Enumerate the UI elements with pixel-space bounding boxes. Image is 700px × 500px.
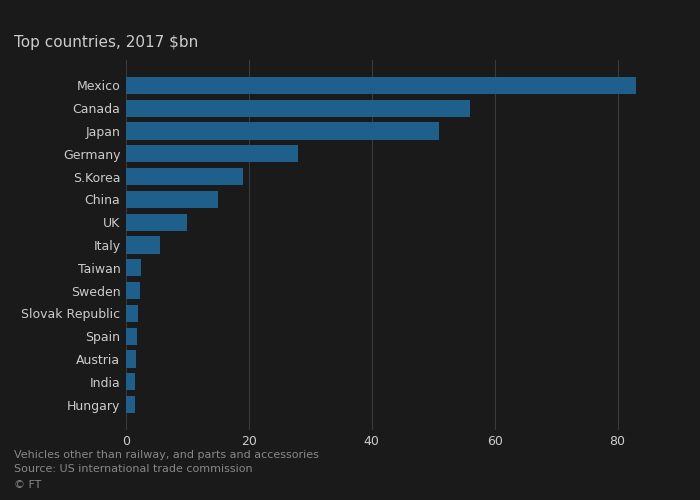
Bar: [126, 282, 139, 299]
Bar: [126, 396, 134, 413]
Bar: [126, 328, 137, 345]
Text: Vehicles other than railway, and parts and accessories: Vehicles other than railway, and parts a…: [14, 450, 319, 460]
Bar: [126, 145, 298, 162]
Bar: [126, 260, 141, 276]
Bar: [126, 305, 139, 322]
Text: © FT: © FT: [14, 480, 41, 490]
Bar: [126, 191, 218, 208]
Bar: [126, 77, 636, 94]
Bar: [126, 100, 470, 116]
Bar: [126, 214, 188, 230]
Bar: [126, 168, 243, 185]
Text: Source: US international trade commission: Source: US international trade commissio…: [14, 464, 253, 474]
Bar: [126, 350, 136, 368]
Bar: [126, 122, 440, 140]
Text: Top countries, 2017 $bn: Top countries, 2017 $bn: [14, 35, 198, 50]
Bar: [126, 374, 135, 390]
Bar: [126, 236, 160, 254]
